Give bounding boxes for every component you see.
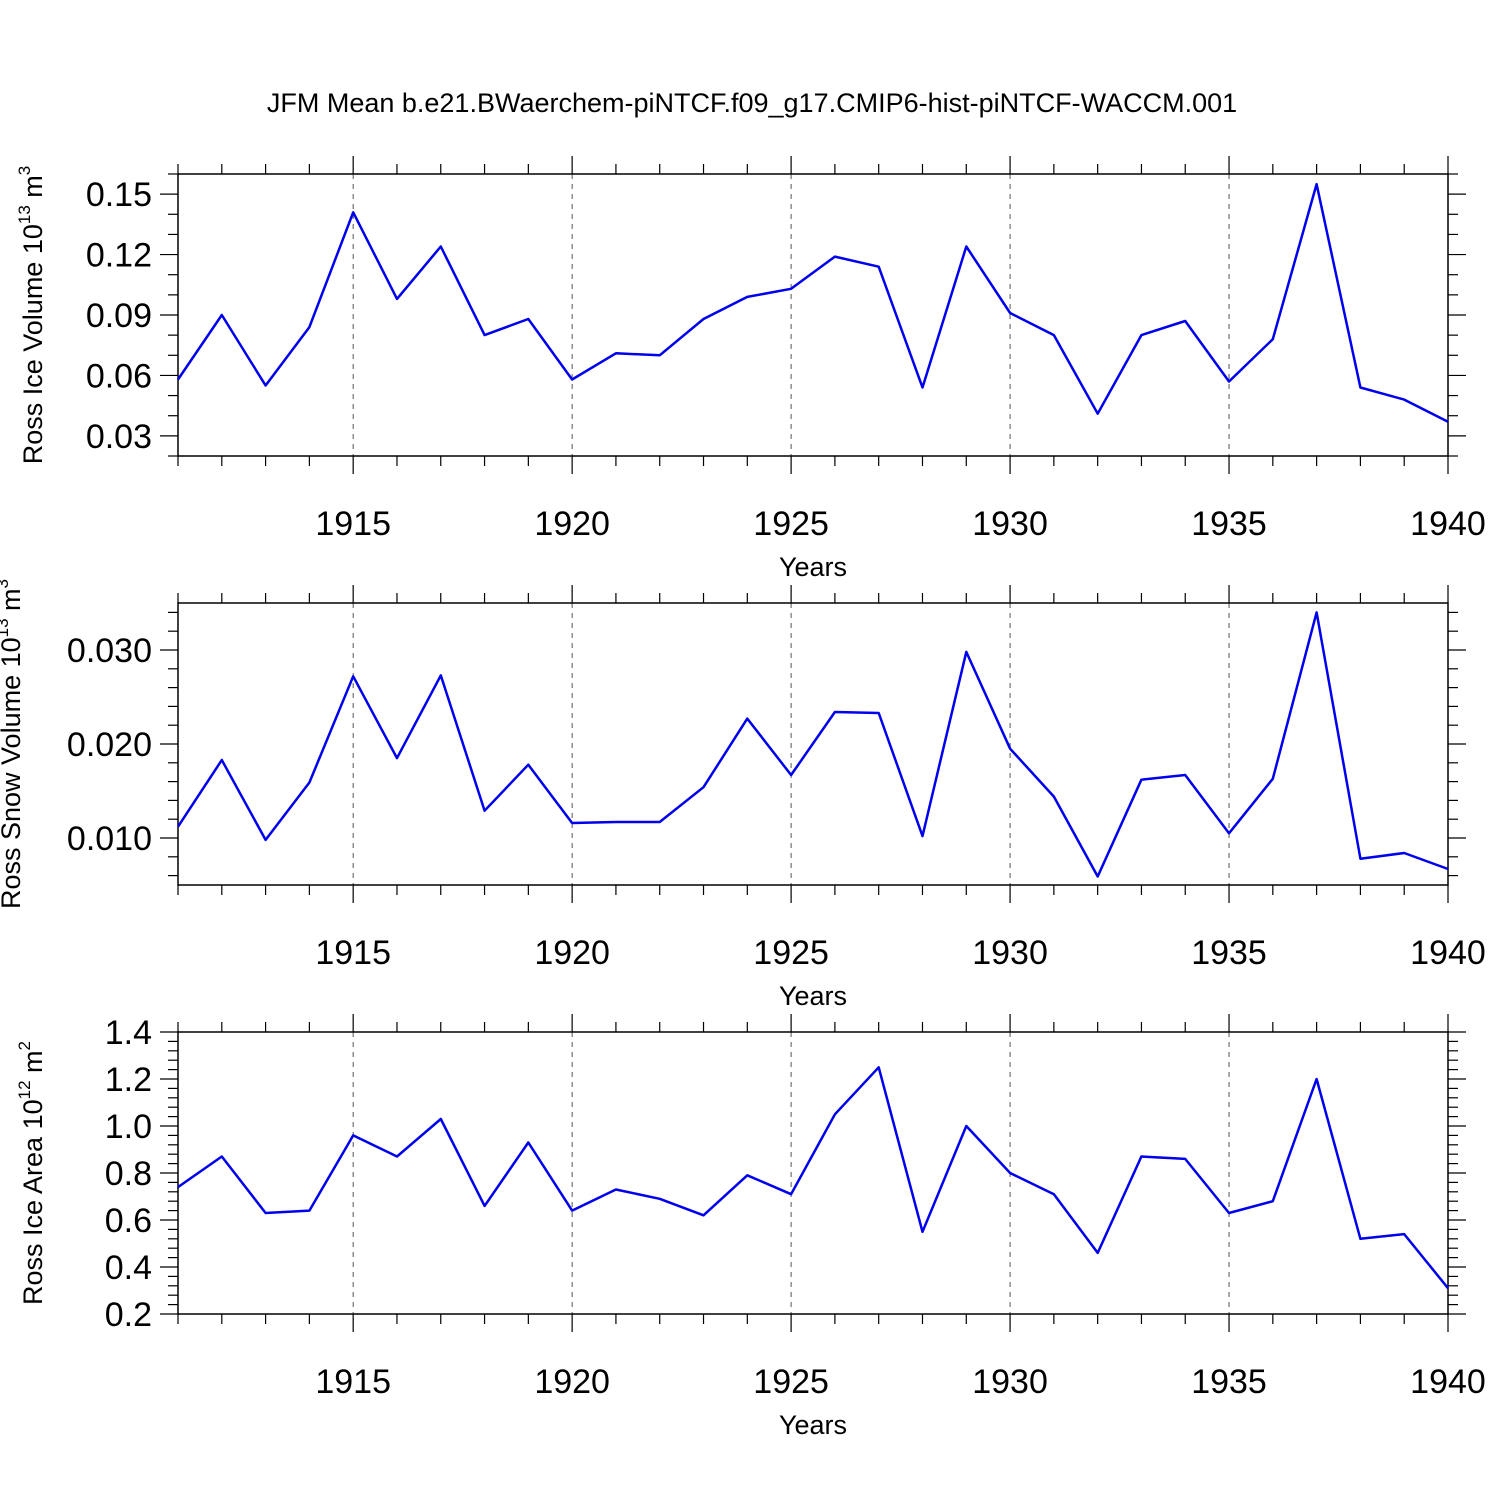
x-tick-label: 1925 [753, 1363, 829, 1401]
series-line [176, 611, 1449, 878]
x-tick-label: 1915 [315, 934, 391, 972]
y-tick-label: 0.15 [86, 176, 152, 214]
y-axis-title: Ross Ice Volume 1013 m3 [15, 166, 48, 465]
x-tick-label: 1935 [1191, 505, 1267, 543]
y-tick-label: 0.020 [67, 726, 152, 764]
x-tick-label: 1920 [534, 505, 610, 543]
plot-frame [177, 1031, 1449, 1315]
y-tick-label: 0.6 [105, 1202, 152, 1240]
x-tick-label: 1930 [972, 505, 1048, 543]
y-tick-label: 0.8 [105, 1155, 152, 1193]
x-tick-label: 1935 [1191, 1363, 1267, 1401]
y-tick-label: 0.4 [105, 1249, 152, 1287]
y-tick-label: 0.030 [67, 632, 152, 670]
x-tick-label: 1940 [1410, 934, 1486, 972]
series-line [177, 1066, 1449, 1289]
series-line [176, 182, 1449, 423]
y-tick-label: 0.06 [86, 357, 152, 395]
y-tick-label: 1.2 [105, 1061, 152, 1099]
x-tick-label: 1940 [1410, 505, 1486, 543]
x-tick-label: 1920 [534, 934, 610, 972]
x-tick-label: 1925 [753, 505, 829, 543]
y-tick-label: 1.4 [105, 1014, 152, 1052]
x-tick-label: 1920 [534, 1363, 610, 1401]
y-axis-title: Ross Snow Volume 1013 m3 [0, 579, 26, 909]
y-tick-label: 0.09 [86, 297, 152, 335]
y-tick-label: 1.0 [105, 1108, 152, 1146]
y-axis-title: Ross Ice Area 1012 m2 [15, 1041, 48, 1305]
plot-frame [177, 173, 1449, 457]
chart-title: JFM Mean b.e21.BWaerchem-piNTCF.f09_g17.… [267, 88, 1237, 118]
panel-1: 0.03 0.06 0.09 0.12 0.15 1915 1920 1925 1930 1935… [15, 156, 1486, 582]
x-tick-label: 1915 [315, 1363, 391, 1401]
panel-2: 0.010 0.020 0.030 1915 1920 1925 1930 1935 1940 Y… [0, 579, 1486, 1011]
panel-3: 0.2 0.4 0.6 0.8 1.0 1.2 1.4 1915 1920 1925 1930 193… [15, 1014, 1486, 1440]
y-tick-label: 0.010 [67, 820, 152, 858]
x-tick-label: 1930 [972, 934, 1048, 972]
y-tick-label: 0.12 [86, 237, 152, 275]
y-tick-label: 0.2 [105, 1296, 152, 1334]
x-tick-label: 1915 [315, 505, 391, 543]
x-tick-label: 1925 [753, 934, 829, 972]
x-axis-title: Years [779, 552, 847, 582]
y-tick-label: 0.03 [86, 418, 152, 456]
x-axis-title: Years [779, 981, 847, 1011]
x-tick-label: 1935 [1191, 934, 1267, 972]
x-tick-label: 1930 [972, 1363, 1048, 1401]
x-axis-title: Years [779, 1410, 847, 1440]
x-tick-label: 1940 [1410, 1363, 1486, 1401]
